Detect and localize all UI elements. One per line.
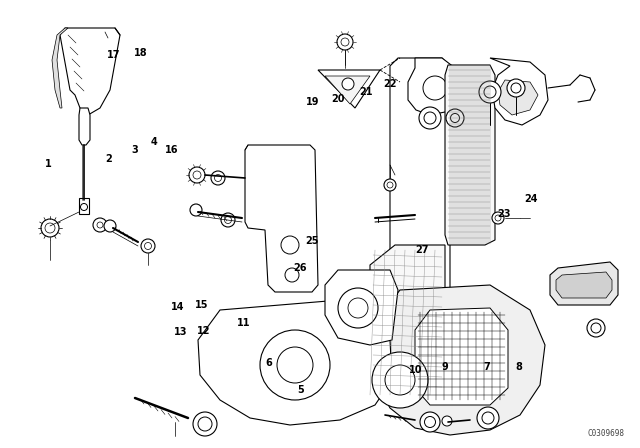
Text: 9: 9: [442, 362, 448, 372]
Text: 1: 1: [45, 159, 51, 168]
Circle shape: [277, 347, 313, 383]
Circle shape: [81, 203, 88, 211]
Circle shape: [446, 109, 464, 127]
Polygon shape: [52, 28, 68, 108]
Circle shape: [225, 216, 232, 224]
Circle shape: [141, 239, 155, 253]
Text: 6: 6: [266, 358, 272, 368]
Circle shape: [337, 34, 353, 50]
Circle shape: [45, 223, 55, 233]
Text: 5: 5: [298, 385, 304, 395]
Circle shape: [193, 171, 201, 179]
Text: 12: 12: [196, 326, 211, 336]
Polygon shape: [490, 58, 548, 125]
Circle shape: [93, 218, 107, 232]
Polygon shape: [445, 65, 495, 245]
Text: 27: 27: [415, 245, 429, 255]
Circle shape: [442, 416, 452, 426]
Text: 25: 25: [305, 236, 319, 246]
Circle shape: [451, 113, 460, 122]
Text: 8: 8: [515, 362, 522, 372]
Circle shape: [484, 86, 496, 98]
Polygon shape: [325, 270, 398, 345]
Text: 18: 18: [134, 48, 148, 58]
Polygon shape: [415, 308, 508, 405]
Circle shape: [387, 182, 393, 188]
Circle shape: [423, 76, 447, 100]
Text: C0309698: C0309698: [588, 429, 625, 438]
Polygon shape: [325, 76, 370, 104]
Circle shape: [385, 365, 415, 395]
Text: 10: 10: [409, 365, 423, 375]
Polygon shape: [498, 80, 538, 115]
Polygon shape: [79, 108, 90, 145]
Polygon shape: [60, 28, 120, 115]
Text: 13: 13: [173, 327, 188, 336]
Text: 11: 11: [236, 318, 250, 327]
Circle shape: [477, 407, 499, 429]
Text: 24: 24: [524, 194, 538, 204]
Polygon shape: [370, 245, 445, 400]
Text: 20: 20: [331, 94, 345, 103]
Circle shape: [342, 78, 354, 90]
Polygon shape: [198, 300, 392, 425]
Text: 7: 7: [483, 362, 490, 372]
Text: 16: 16: [164, 145, 179, 155]
Circle shape: [420, 412, 440, 432]
Circle shape: [341, 38, 349, 46]
Text: 19: 19: [305, 97, 319, 107]
Circle shape: [41, 219, 59, 237]
Circle shape: [348, 298, 368, 318]
Text: 21: 21: [359, 87, 373, 97]
Circle shape: [193, 412, 217, 436]
Text: 23: 23: [497, 209, 511, 219]
Circle shape: [424, 112, 436, 124]
Circle shape: [285, 268, 299, 282]
Circle shape: [591, 323, 601, 333]
Circle shape: [198, 417, 212, 431]
Polygon shape: [550, 262, 618, 305]
Text: 2: 2: [106, 154, 112, 164]
Text: 3: 3: [131, 145, 138, 155]
Circle shape: [495, 215, 501, 221]
Circle shape: [479, 81, 501, 103]
Circle shape: [281, 236, 299, 254]
Polygon shape: [408, 58, 462, 115]
Polygon shape: [390, 58, 450, 350]
Polygon shape: [318, 70, 380, 108]
Text: 22: 22: [383, 79, 397, 89]
Polygon shape: [245, 145, 318, 292]
Text: 15: 15: [195, 300, 209, 310]
Circle shape: [372, 352, 428, 408]
Circle shape: [482, 412, 494, 424]
Circle shape: [507, 79, 525, 97]
Circle shape: [511, 83, 521, 93]
Text: 14: 14: [171, 302, 185, 312]
Polygon shape: [372, 285, 545, 435]
Text: 4: 4: [150, 138, 157, 147]
Circle shape: [214, 175, 221, 181]
Circle shape: [384, 179, 396, 191]
Polygon shape: [79, 198, 89, 214]
Polygon shape: [556, 272, 612, 298]
Circle shape: [190, 204, 202, 216]
Circle shape: [338, 288, 378, 328]
Text: 17: 17: [107, 50, 121, 60]
Circle shape: [211, 171, 225, 185]
Circle shape: [97, 222, 103, 228]
Circle shape: [104, 220, 116, 232]
Circle shape: [145, 242, 152, 250]
Circle shape: [424, 417, 435, 427]
Circle shape: [221, 213, 235, 227]
Text: 26: 26: [292, 263, 307, 273]
Circle shape: [587, 319, 605, 337]
Circle shape: [419, 107, 441, 129]
Circle shape: [189, 167, 205, 183]
Circle shape: [260, 330, 330, 400]
Circle shape: [492, 212, 504, 224]
